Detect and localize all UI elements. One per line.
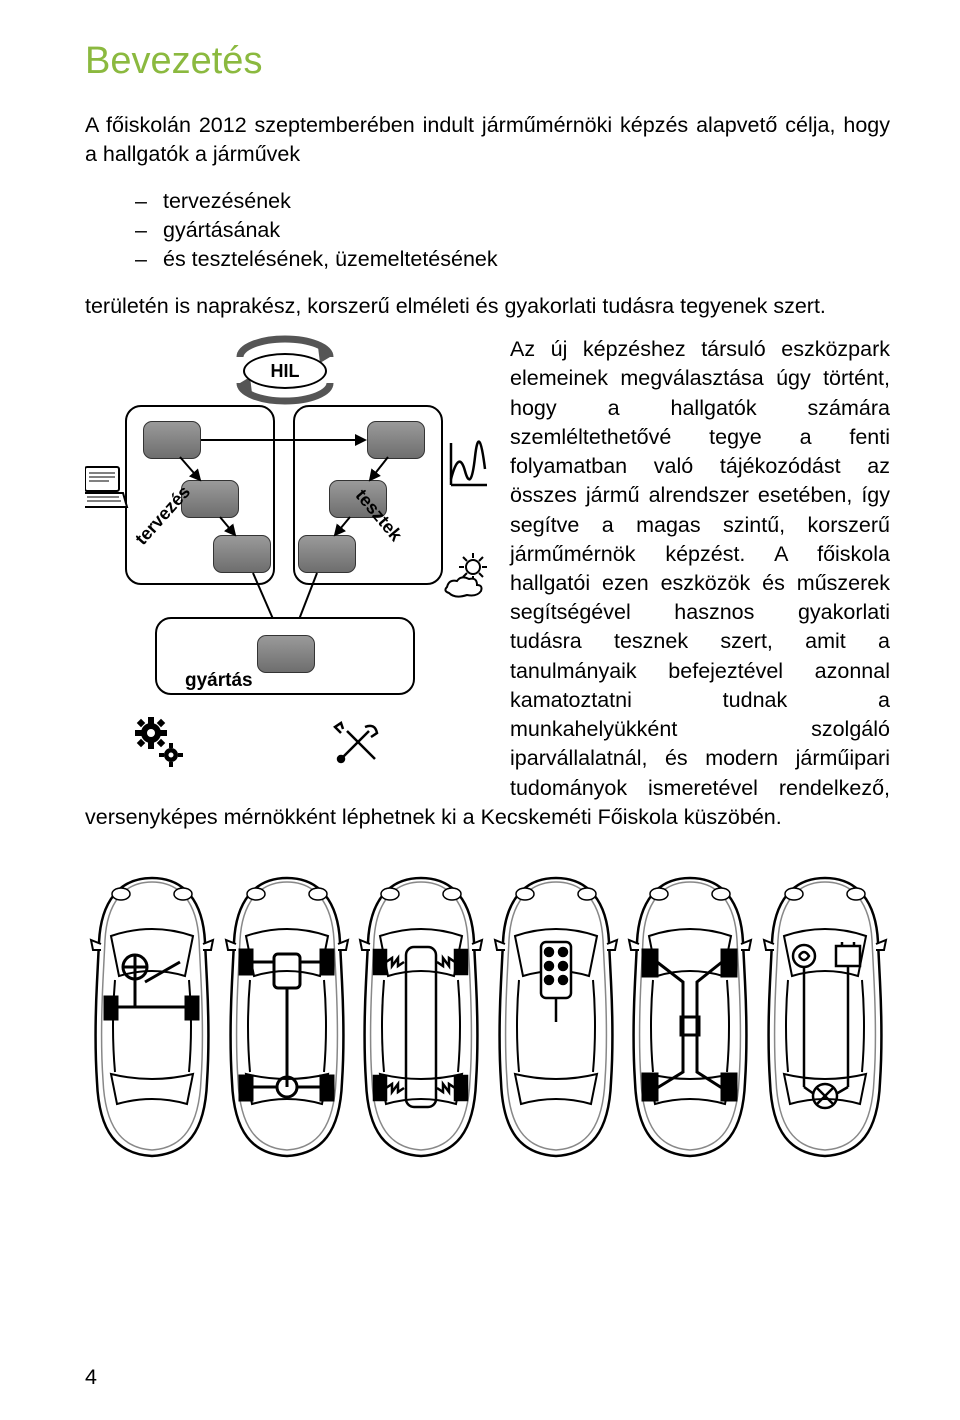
car-brakes-icon xyxy=(623,872,756,1162)
bullet-list: tervezésének gyártásának és teszteléséne… xyxy=(135,187,890,274)
list-item: gyártásának xyxy=(135,216,890,245)
car-engine-icon xyxy=(489,872,622,1162)
diagram-node xyxy=(367,421,425,459)
intro-paragraph: A főiskolán 2012 szeptemberében indult j… xyxy=(85,111,890,169)
computer-icon xyxy=(85,463,129,511)
car-electrical-icon xyxy=(758,872,891,1162)
page-title: Bevezetés xyxy=(85,40,890,83)
page-number: 4 xyxy=(85,1365,97,1390)
tools-icon xyxy=(331,719,387,767)
car-steering-icon xyxy=(85,872,218,1162)
gears-icon xyxy=(131,715,187,771)
gyartas-label: gyártás xyxy=(185,670,253,692)
car-drivetrain-icon xyxy=(220,872,353,1162)
list-item: és tesztelésének, üzemeltetésének xyxy=(135,245,890,274)
graph-icon xyxy=(445,439,489,489)
diagram-node xyxy=(213,535,271,573)
car-subsystems-row xyxy=(85,872,890,1162)
after-bullets-paragraph: területén is naprakész, korszerű elmélet… xyxy=(85,292,890,321)
list-item: tervezésének xyxy=(135,187,890,216)
hil-node: HIL xyxy=(243,353,327,389)
process-diagram: HIL xyxy=(85,335,485,785)
car-suspension-icon xyxy=(354,872,487,1162)
diagram-node xyxy=(143,421,201,459)
diagram-node xyxy=(298,535,356,573)
diagram-node xyxy=(257,635,315,673)
weather-icon xyxy=(441,551,493,603)
